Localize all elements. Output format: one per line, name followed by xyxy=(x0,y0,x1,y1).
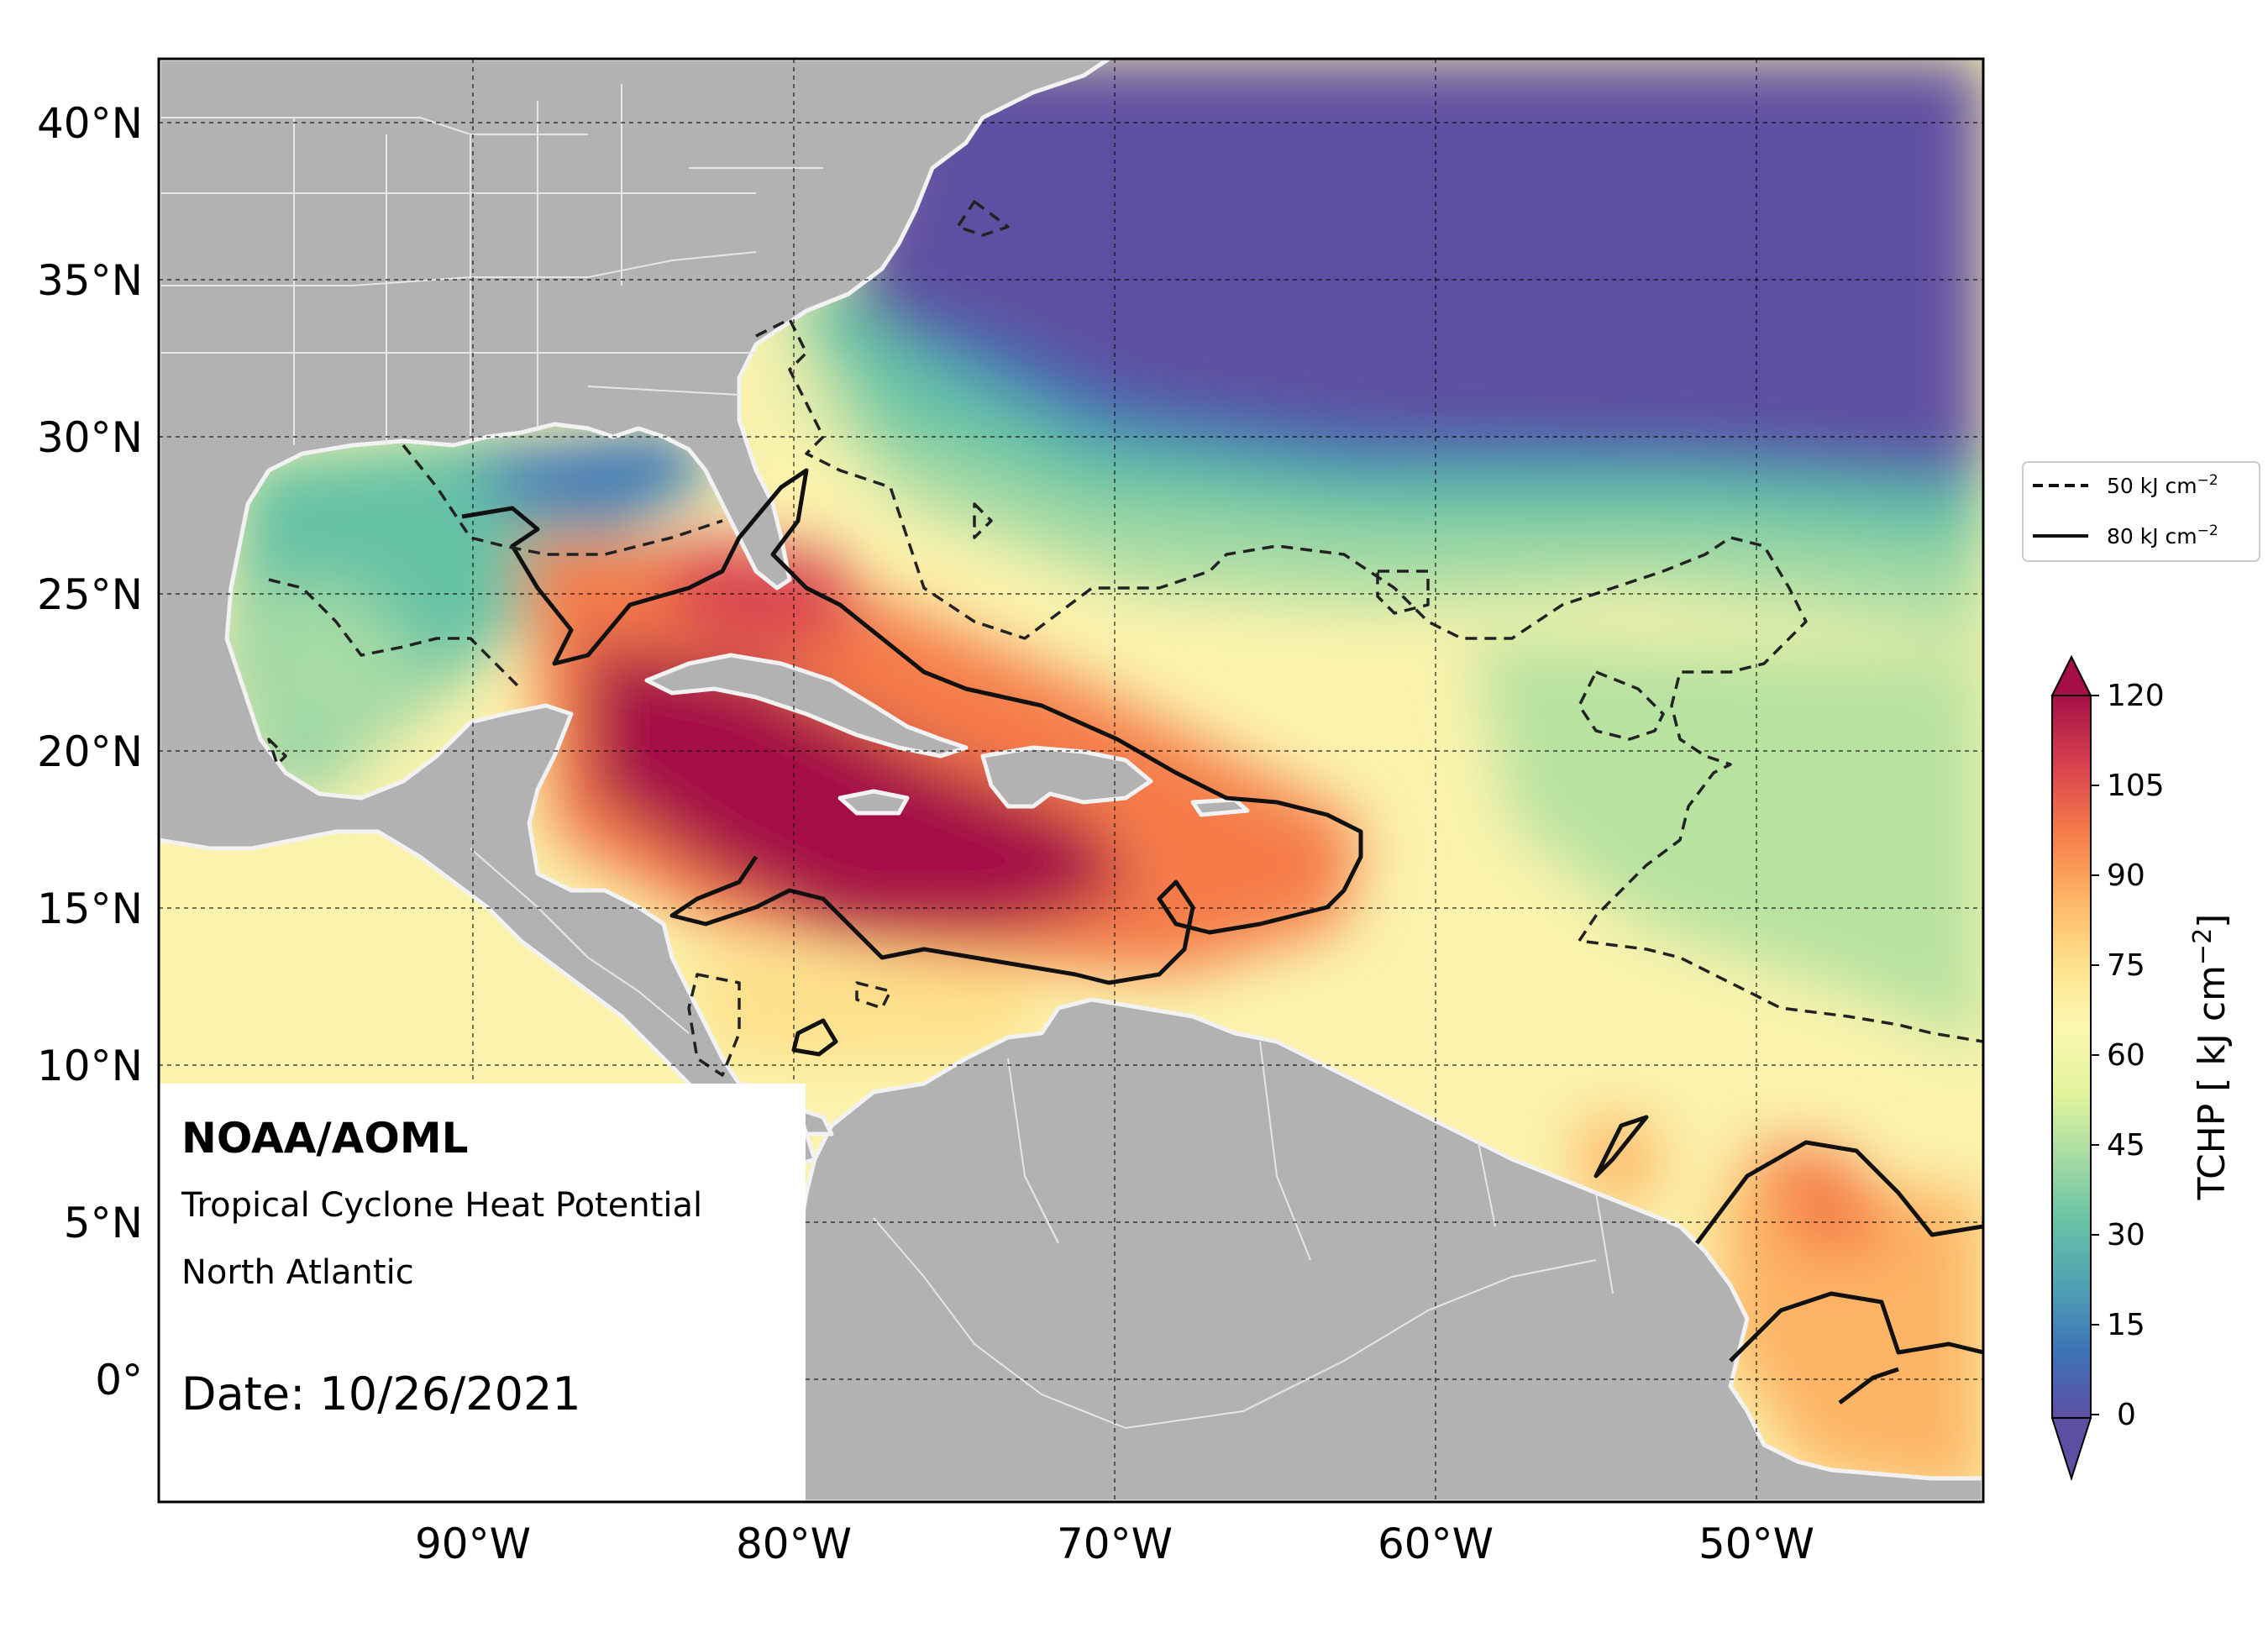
map-frame xyxy=(157,57,1985,1504)
legend-label-50: 50 kJ cm−2 xyxy=(2107,472,2218,498)
lat-tick-label: 40°N xyxy=(37,99,143,148)
colorbar-min-arrow xyxy=(2050,1417,2092,1482)
colorbar-body xyxy=(2051,695,2092,1419)
colorbar-title: TCHP [ kJ cm−2] xyxy=(2188,914,2234,1201)
colorbar-tick-label: 15 xyxy=(2107,1308,2145,1342)
lat-tick-label: 5°N xyxy=(64,1199,143,1247)
lon-tick-label: 80°W xyxy=(736,1520,852,1568)
lat-axis: 40°N 35°N 30°N 25°N 20°N 15°N 10°N 5°N 0… xyxy=(37,99,143,1404)
south-america xyxy=(753,997,1983,1502)
lat-tick-label: 25°N xyxy=(37,570,143,619)
lat-tick-label: 15°N xyxy=(37,885,143,933)
colorbar-tick-labels: 120 105 90 75 60 45 30 15 0 xyxy=(2107,679,2165,1432)
colorbar-tick-label: 120 xyxy=(2107,679,2165,713)
product-label: Tropical Cyclone Heat Potential xyxy=(181,1186,702,1225)
lat-tick-label: 0° xyxy=(95,1356,143,1404)
lon-tick-label: 50°W xyxy=(1698,1520,1814,1568)
colorbar-tick-label: 0 xyxy=(2117,1398,2136,1432)
colorbar-max-arrow xyxy=(2050,654,2092,696)
contour-80 xyxy=(461,468,1983,1404)
puerto-rico xyxy=(1190,797,1250,817)
tchp-field xyxy=(227,59,1983,1502)
lat-tick-label: 30°N xyxy=(37,413,143,462)
contour-legend: 50 kJ cm−2 80 kJ cm−2 xyxy=(2022,461,2260,562)
lat-tick-label: 35°N xyxy=(37,256,143,305)
date-label: Date: 10/26/2021 xyxy=(181,1368,581,1420)
land xyxy=(159,59,1983,1502)
org-label: NOAA/AOML xyxy=(181,1114,468,1163)
jamaica xyxy=(837,789,910,816)
colorbar-tick-label: 90 xyxy=(2107,858,2145,893)
lon-tick-label: 90°W xyxy=(415,1520,531,1568)
colorbar-tick-label: 45 xyxy=(2107,1128,2145,1163)
legend-label-80: 80 kJ cm−2 xyxy=(2107,522,2218,549)
colorbar-tick-label: 105 xyxy=(2107,769,2165,803)
colorbar: 120 105 90 75 60 45 30 15 0 TCHP [ kJ cm… xyxy=(2050,654,2234,1482)
lat-tick-label: 20°N xyxy=(37,727,143,776)
cuba xyxy=(644,653,969,759)
colorbar-tick-label: 30 xyxy=(2107,1218,2145,1252)
colorbar-ticks xyxy=(2091,695,2099,1415)
colorbar-tick-label: 60 xyxy=(2107,1038,2145,1073)
annotation-box xyxy=(159,1084,806,1502)
region-label: North Atlantic xyxy=(181,1253,414,1292)
lon-axis: 90°W 80°W 70°W 60°W 50°W xyxy=(415,1520,1814,1568)
north-america xyxy=(159,59,1111,1170)
lon-tick-label: 70°W xyxy=(1057,1520,1173,1568)
colorbar-tick-label: 75 xyxy=(2107,948,2145,983)
political-borders xyxy=(159,84,1614,1430)
lon-tick-label: 60°W xyxy=(1378,1520,1494,1568)
contour-50 xyxy=(267,200,1983,1077)
lat-tick-label: 10°N xyxy=(37,1042,143,1090)
map-panel xyxy=(159,59,1983,1502)
